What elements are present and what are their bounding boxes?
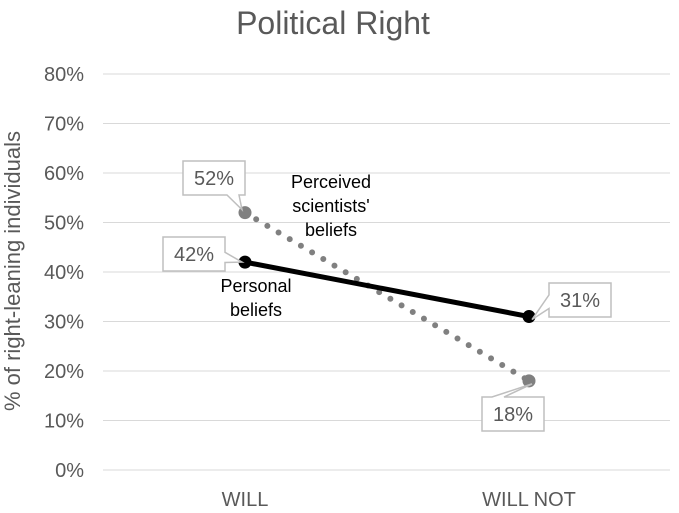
data-label-box	[182, 160, 246, 212]
data-label-text: 42%	[174, 244, 214, 266]
data-label-text: 18%	[493, 404, 533, 426]
data-label-box	[531, 282, 612, 321]
gridlines	[103, 73, 670, 471]
y-tick-label: 0%	[55, 460, 84, 482]
y-tick-labels: 0% 10% 20% 30% 40% 50% 60% 70% 80%	[44, 64, 84, 482]
series-name-label: scientists'	[292, 196, 369, 216]
data-label: 52%	[182, 160, 246, 212]
series-line	[242, 209, 532, 384]
data-label-box	[162, 236, 245, 272]
y-tick-label: 40%	[44, 262, 84, 284]
y-tick-label: 70%	[44, 114, 84, 136]
data-label-box	[481, 383, 545, 432]
data-label: 31%	[531, 282, 612, 321]
series-name-label: beliefs	[230, 300, 282, 320]
series-name-label: Personal	[220, 276, 291, 296]
chart-title: Political Right	[236, 5, 430, 41]
x-tick-labels: WILL WILL NOT	[222, 489, 576, 511]
y-axis-label: % of right-leaning individuals	[0, 131, 25, 411]
series-layer	[238, 206, 536, 388]
data-label: 42%	[162, 236, 245, 272]
y-tick-label: 20%	[44, 361, 84, 383]
data-label-text: 31%	[560, 290, 600, 312]
y-tick-label: 30%	[44, 312, 84, 334]
y-tick-label: 60%	[44, 163, 84, 185]
x-tick-label: WILL	[222, 489, 269, 511]
y-tick-label: 80%	[44, 64, 84, 86]
series-line	[244, 259, 530, 320]
y-tick-label: 50%	[44, 213, 84, 235]
data-label: 18%	[481, 383, 545, 432]
series-name-label: Perceived	[291, 172, 371, 192]
annotations-layer: 52% 42% 31% 18% Perceived scientists' beliefs P…	[162, 160, 612, 432]
x-tick-label: WILL NOT	[482, 489, 576, 511]
data-point	[522, 374, 536, 388]
y-tick-label: 10%	[44, 411, 84, 433]
series-name-label: beliefs	[305, 220, 357, 240]
data-label-text: 52%	[194, 168, 234, 190]
data-point	[238, 255, 252, 269]
